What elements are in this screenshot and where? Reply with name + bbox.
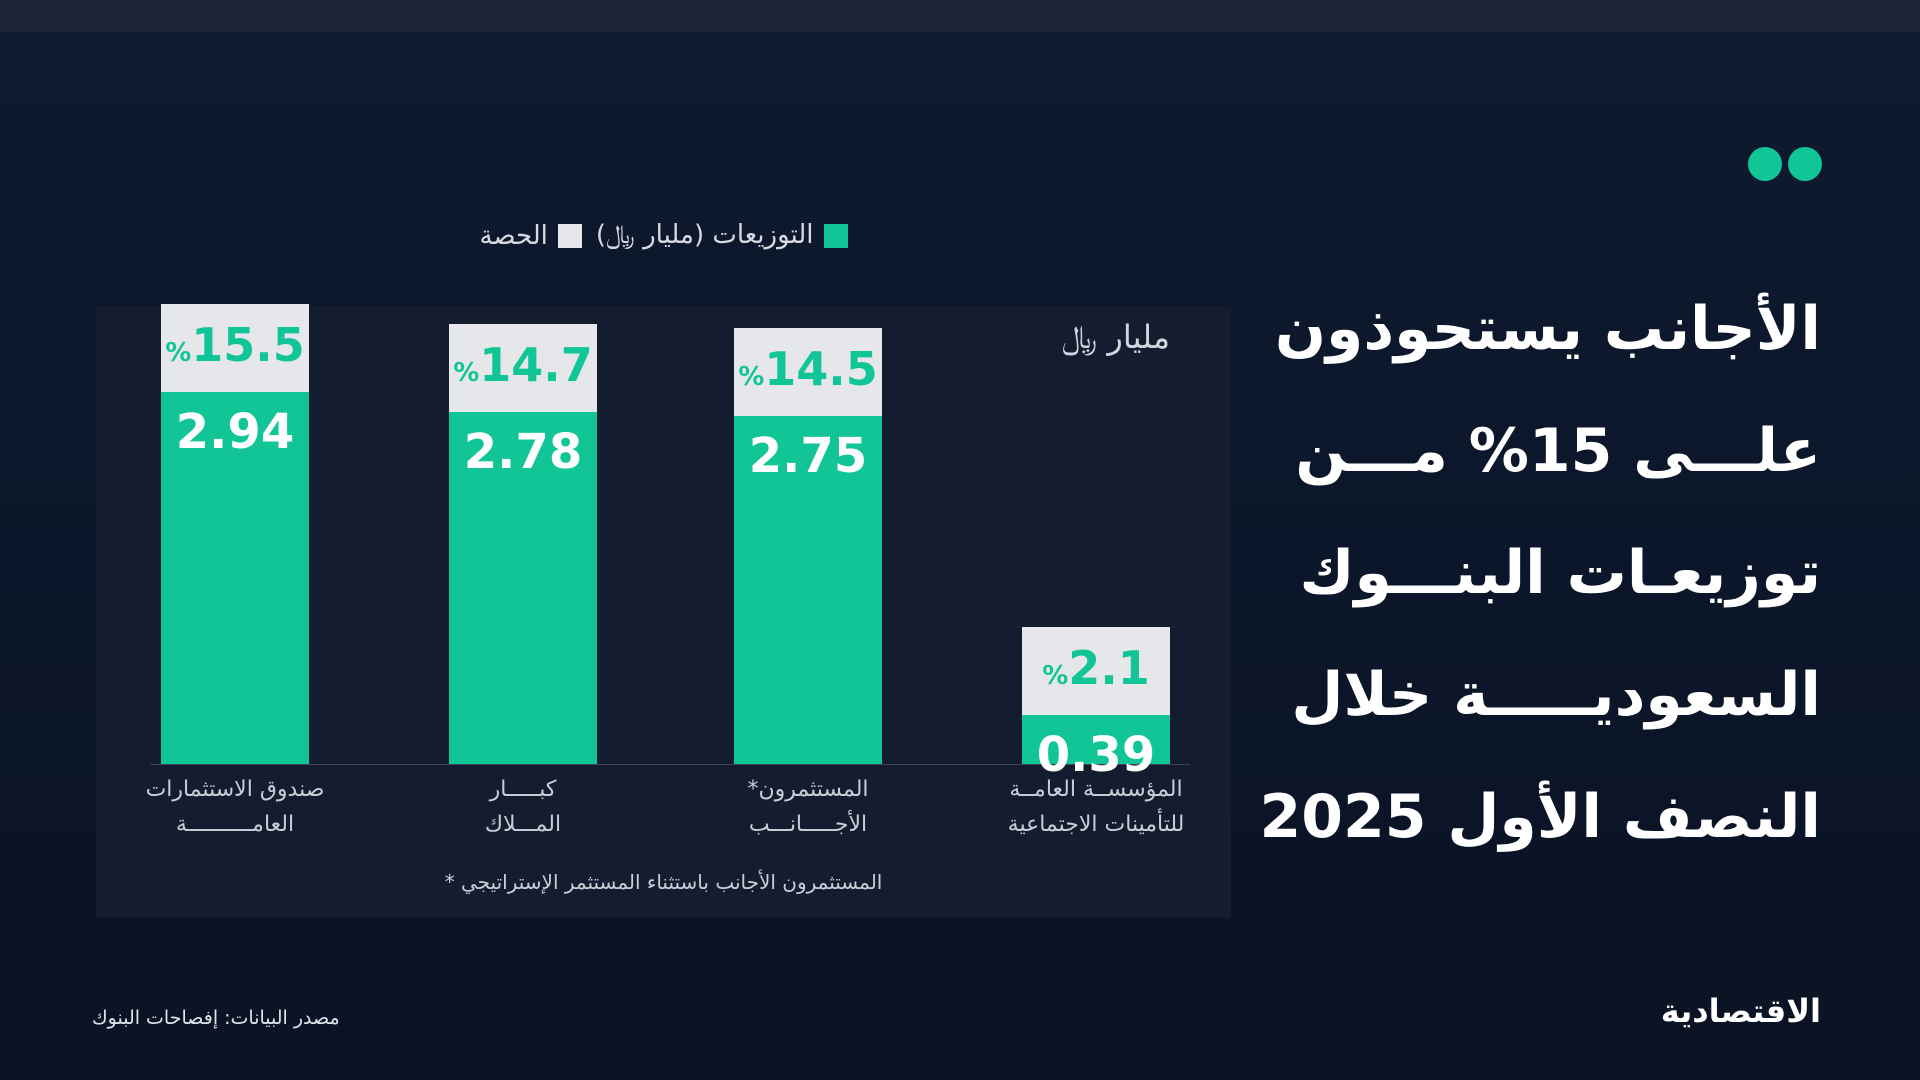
ticker-bar: [0, 0, 1920, 32]
x-tick-label: صندوق الاستثمارات العامــــــــــة: [145, 777, 325, 837]
share-label: %15.5: [161, 318, 309, 372]
legend-label: التوزيعات (مليار ﷼): [595, 220, 814, 250]
share-value: 14.7: [479, 338, 593, 393]
value-label: 2.78: [463, 424, 583, 481]
x-tick-label: المؤسســة العامــة للتأمينات الاجتماعية: [1007, 777, 1185, 837]
share-label: %14.7: [449, 338, 597, 392]
share-value: 14.5: [764, 342, 878, 397]
share-unit: %: [1042, 660, 1069, 691]
share-value: 15.5: [191, 318, 305, 372]
decor-dot: [1788, 147, 1822, 181]
value-label: 2.75: [748, 428, 868, 485]
value-label: 2.94: [175, 404, 295, 460]
share-unit: %: [453, 358, 480, 389]
share-box: [161, 304, 309, 392]
value-label: 0.39: [1036, 726, 1156, 783]
legend-swatch: [823, 223, 848, 248]
title: الأجانب يستحوذون علـــى 15% مـــن توزيعـ…: [1259, 294, 1821, 852]
share-unit: %: [165, 338, 192, 368]
legend-item: التوزيعات (مليار ﷼): [596, 220, 848, 251]
share-box: [734, 328, 882, 417]
bar: [449, 412, 597, 764]
share-label: %2.1: [1022, 641, 1170, 695]
x-tick-label: المستثمرون* الأجـــــانـــب: [747, 777, 869, 837]
decor-dot: [1748, 147, 1782, 181]
share-unit: %: [738, 362, 765, 393]
bar: [161, 392, 309, 764]
logo: الاقتصادية: [1660, 992, 1821, 1030]
x-tick-label: كبـــــار المـــلاك: [484, 777, 562, 837]
share-box: [449, 324, 597, 413]
legend-item: الحصة: [479, 220, 582, 251]
legend-swatch: [557, 224, 582, 248]
unit-label: مليار ﷼: [1061, 318, 1170, 356]
source: مصدر البيانات: إفصاحات البنوك: [92, 1007, 340, 1029]
share-box: [1022, 626, 1170, 715]
bar: [734, 416, 882, 764]
legend: التوزيعات (مليار ﷼) الحصة: [0, 220, 1327, 251]
share-label: %14.5: [734, 342, 882, 396]
footnote: المستثمرون الأجانب باستثناء المستثمر الإ…: [444, 870, 883, 894]
legend-label: الحصة: [479, 220, 548, 251]
baseline: [150, 764, 1190, 765]
bar: [1022, 714, 1170, 764]
share-value: 2.1: [1068, 640, 1150, 695]
